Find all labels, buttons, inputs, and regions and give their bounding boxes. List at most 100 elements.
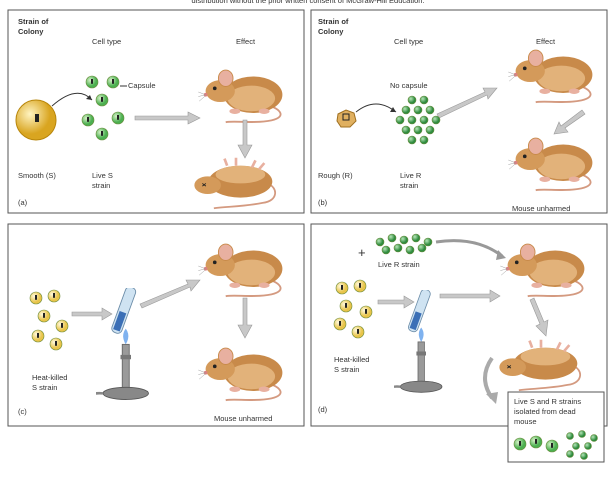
header-note: distribution without the prior written c…	[191, 0, 424, 5]
r-cell	[405, 245, 415, 255]
r-cell	[584, 442, 592, 450]
r-cell	[407, 115, 417, 125]
s-cell-nucleus	[551, 443, 553, 448]
panel-label: (b)	[318, 198, 328, 207]
heading: Strain of	[18, 17, 49, 26]
shape	[496, 250, 506, 260]
arrow	[71, 307, 113, 321]
heading: Colony	[318, 27, 344, 36]
heat-killed-cell-nucleus	[53, 293, 55, 298]
strain-label: Smooth (S)	[18, 171, 56, 180]
capsule-cell-nucleus	[91, 79, 93, 84]
arrow	[237, 119, 253, 159]
cells-label: Heat-killed	[32, 373, 67, 382]
r-cell	[407, 135, 417, 145]
r-cell	[590, 434, 598, 442]
shape	[342, 113, 350, 121]
arrow	[377, 295, 415, 309]
r-cell	[425, 105, 435, 115]
column-label: Cell type	[92, 37, 121, 46]
result-label: Mouse unharmed	[214, 414, 272, 423]
heat-killed-cell-nucleus	[55, 341, 57, 346]
cells-label: strain	[92, 181, 110, 190]
added-label: Live R strain	[378, 260, 420, 269]
panel-label: (d)	[318, 405, 328, 414]
r-cell	[395, 115, 405, 125]
arrow	[134, 111, 201, 125]
shape	[35, 114, 39, 122]
panel-label: (c)	[18, 407, 27, 416]
heading: Colony	[18, 27, 44, 36]
r-cell	[419, 95, 429, 105]
heat-killed-cell-nucleus	[359, 283, 361, 288]
r-cell	[419, 115, 429, 125]
r-cell	[407, 95, 417, 105]
r-cell	[566, 450, 574, 458]
result-label: Live S and R strains	[514, 397, 581, 406]
heat-killed-cell-nucleus	[37, 333, 39, 338]
column-label: Effect	[536, 37, 556, 46]
result-label: isolated from dead	[514, 407, 576, 416]
strain-label: Rough (R)	[318, 171, 353, 180]
arrow	[553, 109, 586, 135]
r-cell	[375, 237, 385, 247]
cells	[29, 75, 598, 460]
r-cell	[401, 125, 411, 135]
heading: Strain of	[318, 17, 349, 26]
r-cell	[431, 115, 441, 125]
heat-killed-cell-nucleus	[61, 323, 63, 328]
cells-label: Live R	[400, 171, 422, 180]
r-cell	[572, 442, 580, 450]
capsule-cell-nucleus	[101, 131, 103, 136]
heat-killed-cell-nucleus	[43, 313, 45, 318]
arrow	[237, 297, 253, 339]
capsule-cell-nucleus	[112, 79, 114, 84]
r-cell	[580, 452, 588, 460]
column-label: Effect	[236, 37, 256, 46]
heat-killed-cell-nucleus	[357, 329, 359, 334]
panel-b: Strain of Colony Cell type Effect No cap…	[310, 9, 608, 214]
cells-label: strain	[400, 181, 418, 190]
heat-killed-cell-nucleus	[365, 309, 367, 314]
r-cell	[399, 235, 409, 245]
capsule-cell-nucleus	[117, 115, 119, 120]
panel-a: Strain of Colony Cell type Effect Capsul…	[7, 9, 305, 214]
s-cell-nucleus	[535, 439, 537, 444]
arrow	[139, 279, 201, 309]
shape	[435, 239, 503, 258]
s-cell-nucleus	[519, 441, 521, 446]
r-cell	[578, 430, 586, 438]
arrow	[529, 297, 549, 337]
shape	[486, 392, 498, 404]
result-label: Mouse unharmed	[512, 204, 570, 213]
panel-d: + Live R strain Heat-killed S strain (d)…	[310, 223, 608, 463]
shape	[310, 9, 608, 214]
r-cell	[387, 233, 397, 243]
r-cell	[413, 105, 423, 115]
capsule-cell-nucleus	[87, 117, 89, 122]
heat-killed-cell-nucleus	[341, 285, 343, 290]
plus-sign: +	[358, 245, 366, 260]
r-cell	[425, 125, 435, 135]
arrow	[436, 87, 498, 119]
heat-killed-cell-nucleus	[35, 295, 37, 300]
cell-note: Capsule	[128, 81, 156, 90]
cells-label: Live S	[92, 171, 113, 180]
r-cell	[419, 135, 429, 145]
r-cell	[381, 245, 391, 255]
heat-killed-cell-nucleus	[345, 303, 347, 308]
shape	[336, 109, 357, 128]
shape	[86, 95, 92, 100]
heat-killed-cell-nucleus	[339, 321, 341, 326]
result-label: mouse	[514, 417, 537, 426]
column-label: Cell type	[394, 37, 423, 46]
panel-label: (a)	[18, 198, 28, 207]
cells-label: S strain	[334, 365, 359, 374]
r-cell	[401, 105, 411, 115]
shape	[390, 107, 396, 112]
capsule-cell-nucleus	[101, 97, 103, 102]
r-cell	[413, 125, 423, 135]
arrow	[439, 289, 501, 303]
r-cell	[566, 432, 574, 440]
